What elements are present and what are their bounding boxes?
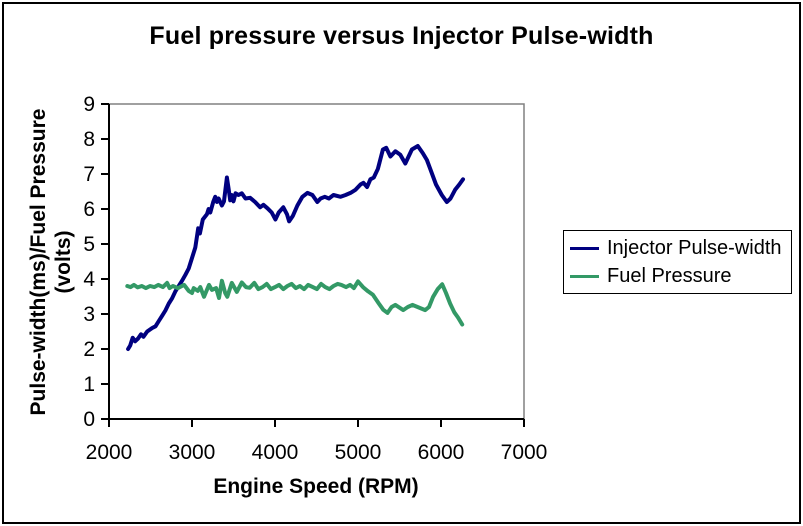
y-tick-label: 5 <box>83 233 95 256</box>
legend-item-fuel-pressure: Fuel Pressure <box>570 265 791 288</box>
series-line-1 <box>125 278 465 327</box>
y-tick-label: 2 <box>83 338 95 361</box>
y-axis-title: Pulse-width(ms)/Fuel Pressure (volts) <box>27 108 76 416</box>
legend-item-injector-pulse-width: Injector Pulse-width <box>570 237 791 260</box>
y-tick-label: 4 <box>83 268 95 291</box>
y-tick-label: 1 <box>83 373 95 396</box>
legend: Injector Pulse-width Fuel Pressure <box>563 230 792 294</box>
legend-label-fuel: Fuel Pressure <box>607 264 732 287</box>
y-tick-label: 3 <box>83 303 95 326</box>
y-tick-label: 9 <box>83 93 95 116</box>
plot-frame <box>108 103 525 420</box>
y-tick-label: 6 <box>83 198 95 221</box>
y-tick-label: 7 <box>83 163 95 186</box>
x-tick-label: 5000 <box>335 441 382 464</box>
chart-title: Fuel pressure versus Injector Pulse-widt… <box>149 22 654 50</box>
x-tick-label: 7000 <box>501 441 548 464</box>
legend-line-sample-injector <box>570 246 599 250</box>
x-tick-label: 3000 <box>169 441 216 464</box>
x-tick-label: 2000 <box>86 441 133 464</box>
x-axis-title: Engine Speed (RPM) <box>213 475 419 498</box>
y-tick-label: 8 <box>83 128 95 151</box>
x-tick-label: 6000 <box>418 441 465 464</box>
legend-label-injector: Injector Pulse-width <box>607 236 782 259</box>
y-tick-label: 0 <box>83 408 95 431</box>
series-line-0 <box>126 144 465 351</box>
legend-line-sample-fuel <box>570 274 599 278</box>
x-tick-label: 4000 <box>252 441 299 464</box>
